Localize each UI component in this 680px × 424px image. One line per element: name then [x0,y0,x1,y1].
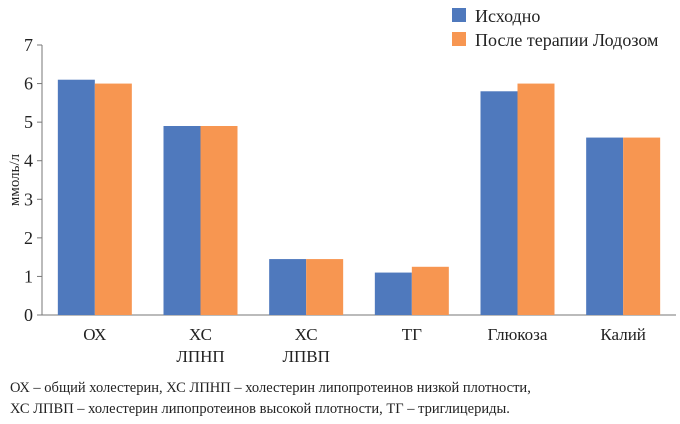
bar-after-1 [200,126,238,315]
x-tick-label: ОХ [83,325,106,344]
x-tick-label: ЛПНП [176,347,224,366]
bar-baseline-3 [374,272,412,315]
y-tick-label: 4 [24,151,33,171]
y-tick-label: 5 [24,112,33,132]
bar-baseline-0 [57,79,95,315]
bar-baseline-1 [163,126,201,315]
bar-after-3 [411,266,449,315]
legend-label: Исходно [475,6,540,26]
bar-baseline-2 [269,259,307,315]
y-tick-label: 0 [24,305,33,325]
bar-baseline-4 [480,91,518,316]
bar-baseline-5 [586,137,624,315]
y-tick-label: 1 [24,266,33,286]
bar-after-0 [94,83,132,315]
bar-chart: 0 1 2 3 4 5 6 7 ммоль/л ОХ ХС ЛПНП ХС ЛПВП ТГ Глюкоза Ка… [7,6,676,366]
bar-after-4 [517,83,555,315]
bar-after-2 [306,259,344,315]
x-tick-label: ЛПВП [282,347,329,366]
y-tick-label: 7 [24,35,33,55]
y-tick-label: 2 [24,228,33,248]
y-axis-label: ммоль/л [7,153,23,206]
x-tick-label: Калий [600,325,646,344]
y-tick-label: 6 [24,74,33,94]
x-tick-label: ХС [189,325,212,344]
x-tick-label: ХС [295,325,318,344]
bar-after-5 [623,137,661,315]
legend-swatch [452,32,466,46]
x-tick-label: ТГ [402,325,422,344]
legend-swatch [452,8,466,22]
y-tick-label: 3 [24,189,33,209]
legend-label: После терапии Лодозом [475,30,658,50]
x-tick-label: Глюкоза [488,325,548,344]
caption-line-1: ОХ – общий холестерин, ХС ЛПНП – холесте… [10,380,531,396]
caption-line-2: ХС ЛПВП – холестерин липопротеинов высок… [10,401,510,417]
